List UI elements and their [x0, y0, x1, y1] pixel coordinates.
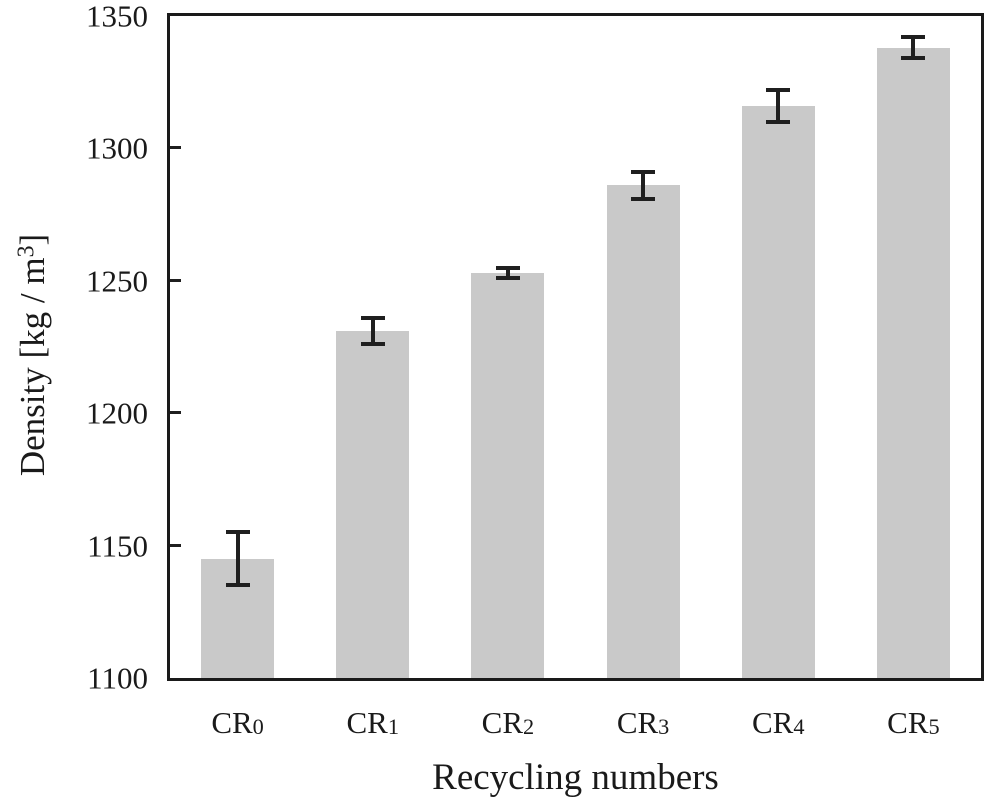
error-bar-line — [370, 317, 375, 345]
x-category-label-base: CR — [481, 705, 523, 740]
x-category-label-subscript: 1 — [387, 714, 399, 740]
x-category-label-base: CR — [346, 705, 388, 740]
x-category-label: CR2 — [438, 707, 578, 738]
bar — [741, 106, 815, 678]
x-category-label: CR4 — [708, 707, 848, 738]
x-category-label-subscript: 2 — [523, 714, 535, 740]
error-bar-line — [641, 172, 646, 199]
error-bar-cap — [766, 88, 791, 93]
y-axis-title-close-bracket: ] — [13, 233, 52, 246]
error-bar-cap — [901, 35, 926, 40]
x-category-label-subscript: 3 — [658, 714, 670, 740]
x-category-label-subscript: 0 — [252, 714, 264, 740]
y-axis-tick-label: 1350 — [86, 0, 148, 34]
x-category-label: CR5 — [843, 707, 983, 738]
x-category-label-subscript: 4 — [793, 714, 805, 740]
error-bar-line — [505, 267, 510, 279]
y-axis-tick-label: 1150 — [87, 528, 148, 564]
y-axis-tick — [170, 146, 181, 150]
x-category-label-base: CR — [211, 705, 253, 740]
y-axis-tick — [170, 278, 181, 282]
y-axis-tick-label: 1300 — [86, 130, 148, 166]
error-bar-cap — [495, 276, 520, 281]
y-axis-tick-label: 1200 — [86, 395, 148, 431]
x-category-label: CR0 — [168, 707, 308, 738]
x-category-label-base: CR — [887, 705, 929, 740]
x-category-label-base: CR — [616, 705, 659, 740]
error-bar-cap — [495, 265, 520, 270]
y-axis-tick-label: 1250 — [86, 263, 148, 299]
y-axis-tick — [170, 543, 181, 547]
x-category-label: CR1 — [303, 707, 443, 738]
error-bar-cap — [631, 170, 656, 175]
error-bar-cap — [631, 196, 656, 201]
y-axis-title-superscript: 3 — [13, 245, 40, 258]
x-category-label-base: CR — [751, 705, 794, 740]
error-bar-cap — [766, 119, 791, 124]
error-bar-cap — [360, 315, 385, 320]
y-axis-tick-label: 1100 — [87, 660, 148, 696]
error-bar-cap — [225, 583, 250, 588]
error-bar-cap — [901, 56, 926, 61]
error-bar-line — [911, 37, 916, 59]
x-category-label: CR3 — [573, 707, 713, 738]
bar — [876, 47, 950, 678]
x-category-label-subscript: 5 — [928, 714, 940, 740]
y-axis-tick — [170, 411, 181, 415]
error-bar-line — [235, 532, 240, 586]
error-bar-cap — [360, 342, 385, 347]
error-bar-cap — [225, 530, 250, 535]
plot-area — [167, 13, 984, 681]
x-axis-title: Recycling numbers — [432, 757, 719, 798]
bar — [471, 272, 545, 678]
bar — [336, 331, 410, 678]
bar — [606, 185, 680, 678]
error-bar-line — [776, 90, 781, 122]
